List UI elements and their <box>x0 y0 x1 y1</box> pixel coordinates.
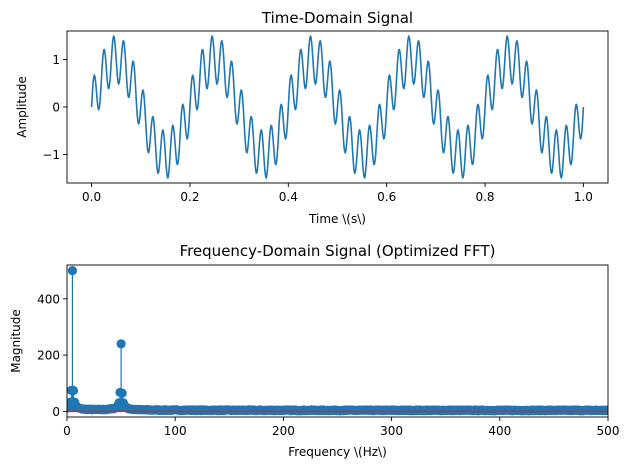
x-tick-label: 0.4 <box>279 190 298 204</box>
y-tick-label: 200 <box>37 349 60 363</box>
x-axis: 0 100 200 300 400 500 <box>63 417 619 438</box>
x-axis-label: Frequency \(Hz\) <box>288 445 387 459</box>
y-axis: 0 200 400 <box>37 292 67 419</box>
stem-marker <box>117 388 127 398</box>
y-tick-label: 0 <box>52 405 60 419</box>
y-tick-label: 1 <box>52 53 60 67</box>
y-axis: −1 0 1 <box>42 53 67 162</box>
stem-marker <box>68 385 79 396</box>
x-tick-label: 200 <box>272 424 295 438</box>
x-tick-label: 100 <box>164 424 187 438</box>
chart-title: Time-Domain Signal <box>261 9 413 27</box>
plot-area <box>67 266 608 416</box>
x-tick-label: 1.0 <box>574 190 593 204</box>
frequency-domain-chart: Frequency-Domain Signal (Optimized FFT) … <box>9 242 619 459</box>
x-tick-label: 300 <box>380 424 403 438</box>
x-axis-label: Time \(s\) <box>308 212 366 226</box>
y-axis-label: Amplitude <box>15 76 29 138</box>
plot-area <box>90 34 585 180</box>
time-domain-chart: Time-Domain Signal 0.0 0.2 0.4 0.6 0.8 1.0 −1… <box>15 9 609 226</box>
x-tick-label: 0.0 <box>82 190 101 204</box>
x-tick-label: 0 <box>63 424 71 438</box>
y-axis-label: Magnitude <box>9 309 23 373</box>
chart-title: Frequency-Domain Signal (Optimized FFT) <box>180 242 496 260</box>
signal-line <box>90 34 585 180</box>
y-tick-label: 0 <box>52 101 60 115</box>
y-tick-label: −1 <box>42 148 60 162</box>
x-axis: 0.0 0.2 0.4 0.6 0.8 1.0 <box>82 183 593 204</box>
x-tick-label: 0.8 <box>475 190 494 204</box>
x-tick-label: 0.2 <box>180 190 199 204</box>
axes-frame <box>66 264 609 418</box>
x-tick-label: 400 <box>488 424 511 438</box>
stem-marker <box>603 405 608 415</box>
y-tick-label: 400 <box>37 292 60 306</box>
stem-marker <box>116 339 126 349</box>
x-tick-label: 500 <box>597 424 620 438</box>
x-tick-label: 0.6 <box>377 190 396 204</box>
stem-marker <box>67 266 78 276</box>
